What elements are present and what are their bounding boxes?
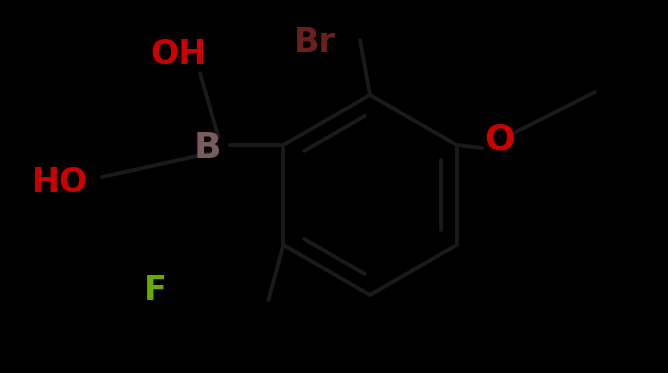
Text: Br: Br	[294, 25, 336, 59]
Text: HO: HO	[32, 166, 88, 198]
Text: B: B	[193, 131, 220, 165]
Text: F: F	[144, 273, 166, 307]
Text: OH: OH	[150, 38, 206, 72]
Text: O: O	[484, 123, 516, 157]
